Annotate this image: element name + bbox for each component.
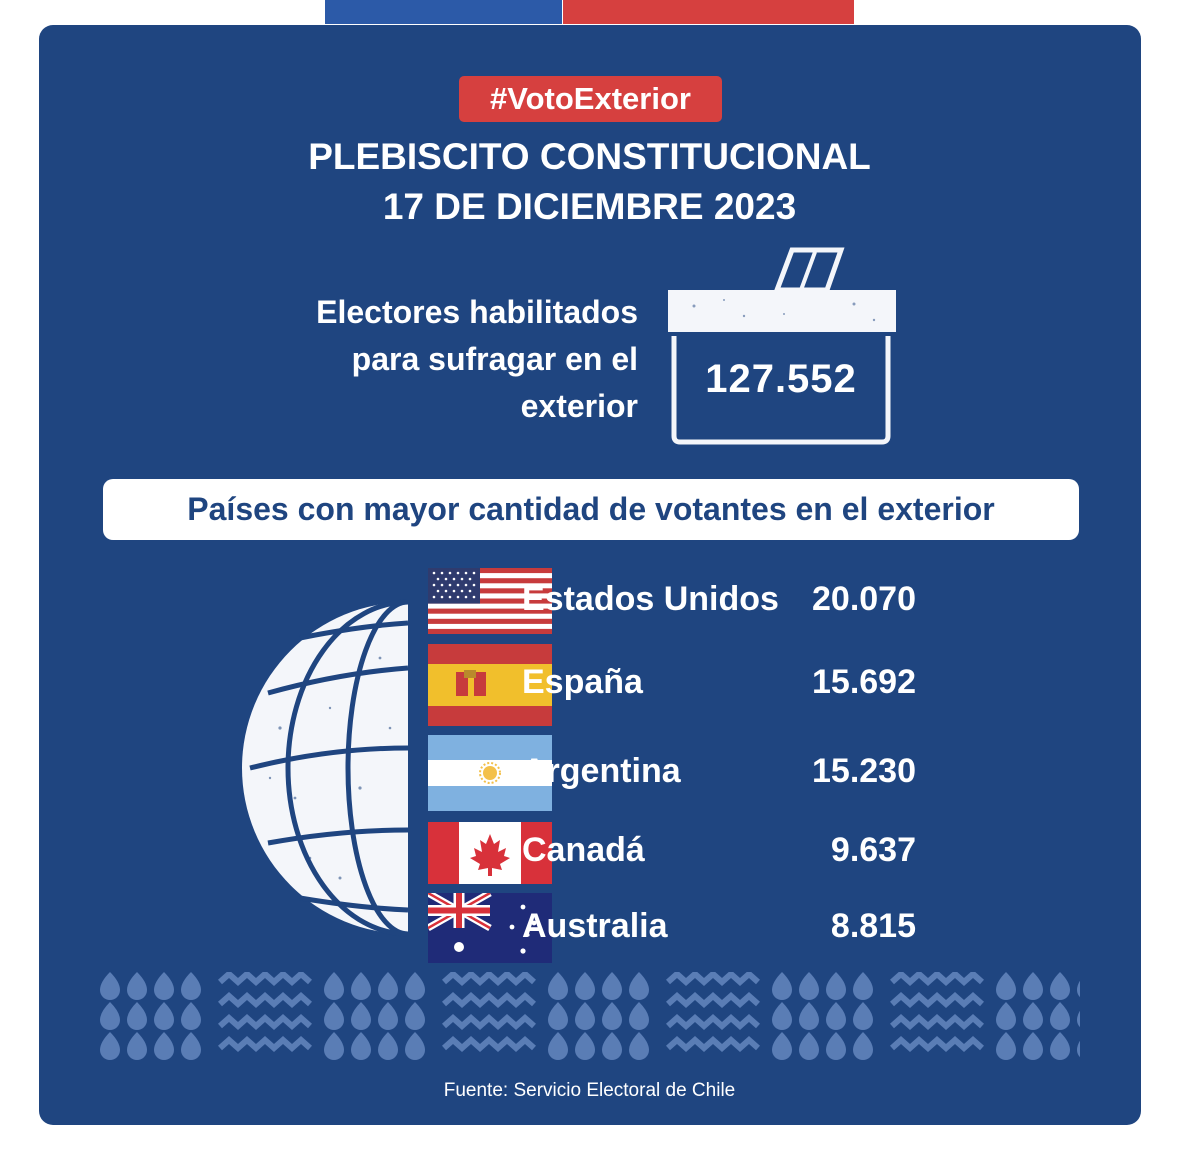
countries-banner: Países con mayor cantidad de votantes en… — [103, 479, 1079, 540]
argentina-flag — [428, 735, 552, 811]
spain-flag — [428, 644, 552, 726]
country-name: Australia — [522, 907, 668, 945]
top-bar-red — [563, 0, 854, 24]
country-name: Argentina — [522, 752, 681, 790]
canada-flag — [428, 822, 552, 884]
decorative-pattern — [100, 972, 1080, 1060]
electors-label-line-2: para sufragar en el — [351, 341, 638, 377]
country-votes: 15.692 — [812, 663, 916, 701]
top-bar-blue — [325, 0, 562, 24]
hashtag-badge: #VotoExterior — [459, 76, 722, 122]
country-votes: 8.815 — [830, 907, 916, 945]
ballot-box-icon — [668, 247, 896, 445]
country-votes: 20.070 — [812, 580, 916, 618]
australia-flag — [428, 893, 552, 963]
country-votes: 9.637 — [830, 831, 916, 869]
electors-label: Electores habilitados para sufragar en e… — [218, 289, 638, 430]
country-name: Estados Unidos — [522, 580, 779, 618]
electors-count: 127.552 — [705, 357, 857, 401]
page-title: PLEBISCITO CONSTITUCIONAL — [308, 136, 871, 177]
electors-label-line-1: Electores habilitados — [316, 294, 638, 330]
globe-icon — [242, 599, 408, 937]
source-note: Fuente: Servicio Electoral de Chile — [443, 1080, 736, 1101]
electors-label-line-3: exterior — [520, 388, 638, 424]
infographic-card — [39, 25, 1141, 1125]
country-votes: 15.230 — [812, 752, 916, 790]
country-name: España — [522, 663, 643, 701]
country-name: Canadá — [522, 831, 645, 869]
usa-flag — [428, 568, 552, 634]
event-date: 17 DE DICIEMBRE 2023 — [382, 186, 797, 227]
